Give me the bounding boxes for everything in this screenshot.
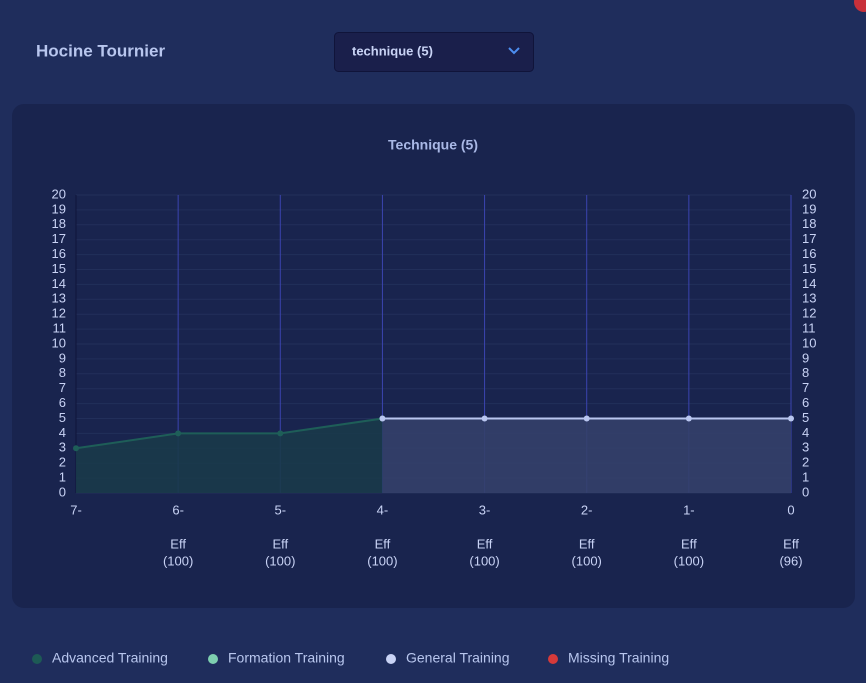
x-sublabel: Eff bbox=[477, 536, 493, 551]
point bbox=[73, 445, 79, 452]
y-tick-label: 8 bbox=[59, 365, 66, 380]
x-sublabel: Eff bbox=[272, 536, 288, 551]
x-tick-label: 7- bbox=[70, 502, 82, 517]
legend-label: Missing Training bbox=[568, 650, 669, 666]
x-sublabel: Eff bbox=[681, 536, 697, 551]
x-sublabel: (100) bbox=[265, 553, 295, 568]
y2-tick-label: 2 bbox=[802, 455, 809, 470]
y-tick-label: 16 bbox=[52, 246, 66, 261]
x-sublabel: Eff bbox=[783, 536, 799, 551]
chart-title: Technique (5) bbox=[388, 137, 478, 153]
y-tick-label: 1 bbox=[59, 470, 66, 485]
x-tick-label: 0 bbox=[787, 502, 794, 517]
line bbox=[75, 417, 383, 450]
y2-tick-label: 3 bbox=[802, 440, 809, 455]
y-tick-label: 5 bbox=[59, 410, 66, 425]
y2-tick-label: 11 bbox=[802, 321, 816, 336]
dropdown-arrow bbox=[508, 47, 520, 55]
dropdown-label: technique (5) bbox=[352, 43, 433, 58]
y2-tick-label: 1 bbox=[802, 470, 809, 485]
y-tick-label: 12 bbox=[52, 306, 66, 321]
y2-tick-label: 4 bbox=[802, 425, 809, 440]
y2-tick-label: 16 bbox=[802, 246, 816, 261]
y-tick-label: 3 bbox=[59, 440, 66, 455]
legend-swatch bbox=[208, 654, 218, 664]
y-tick-label: 19 bbox=[52, 201, 66, 216]
dropdown[interactable] bbox=[334, 32, 534, 72]
x-sublabel: (100) bbox=[367, 553, 397, 568]
y2-tick-label: 7 bbox=[802, 380, 809, 395]
x-tick-label: 5- bbox=[275, 502, 287, 517]
y2-tick-label: 14 bbox=[802, 276, 816, 291]
point bbox=[685, 415, 692, 422]
y-tick-label: 14 bbox=[52, 276, 66, 291]
player-name: Hocine Tournier bbox=[36, 41, 165, 60]
y2-tick-label: 12 bbox=[802, 306, 816, 321]
legend-swatch bbox=[32, 654, 42, 664]
point bbox=[481, 415, 488, 422]
y2-tick-label: 15 bbox=[802, 261, 816, 276]
y-tick-label: 0 bbox=[59, 484, 66, 499]
point bbox=[788, 415, 794, 422]
y2-tick-label: 8 bbox=[802, 365, 809, 380]
point bbox=[379, 415, 386, 422]
x-tick-label: 6- bbox=[172, 502, 184, 517]
x-sublabel: (100) bbox=[674, 553, 704, 568]
area bbox=[382, 418, 791, 493]
point bbox=[175, 430, 182, 437]
y-tick-label: 9 bbox=[59, 350, 66, 365]
legend-label: Advanced Training bbox=[52, 650, 168, 666]
y2-tick-label: 9 bbox=[802, 350, 809, 365]
y-tick-label: 2 bbox=[59, 455, 66, 470]
x-sublabel: (96) bbox=[779, 553, 802, 568]
y2-tick-label: 0 bbox=[802, 484, 809, 499]
y-tick-label: 17 bbox=[52, 231, 66, 246]
x-tick-label: 3- bbox=[479, 502, 491, 517]
y2-tick-label: 6 bbox=[802, 395, 809, 410]
y2-tick-label: 18 bbox=[802, 216, 816, 231]
y-tick-label: 4 bbox=[59, 425, 66, 440]
y2-tick-label: 20 bbox=[802, 186, 816, 201]
y-tick-label: 6 bbox=[59, 395, 66, 410]
x-sublabel: (100) bbox=[163, 553, 193, 568]
point bbox=[277, 430, 284, 437]
y2-tick-label: 13 bbox=[802, 291, 816, 306]
y-tick-label: 7 bbox=[59, 380, 66, 395]
y-tick-label: 13 bbox=[52, 291, 66, 306]
legend-swatch bbox=[386, 654, 396, 664]
x-sublabel: (100) bbox=[572, 553, 602, 568]
y2-tick-label: 5 bbox=[802, 410, 809, 425]
x-tick-label: 1- bbox=[683, 502, 695, 517]
y-tick-label: 11 bbox=[53, 321, 67, 336]
x-tick-label: 4- bbox=[377, 502, 389, 517]
chart-panel bbox=[12, 104, 855, 608]
x-sublabel: (100) bbox=[469, 553, 499, 568]
legend-label: Formation Training bbox=[228, 650, 345, 666]
close-button[interactable] bbox=[854, 0, 866, 12]
x-sublabel: Eff bbox=[375, 536, 391, 551]
y2-tick-label: 19 bbox=[802, 201, 816, 216]
legend-swatch bbox=[548, 654, 558, 664]
y-tick-label: 15 bbox=[52, 261, 66, 276]
x-tick-label: 2- bbox=[581, 502, 593, 517]
x-sublabel: Eff bbox=[579, 536, 595, 551]
y-tick-label: 20 bbox=[52, 186, 66, 201]
y-tick-label: 10 bbox=[52, 335, 66, 350]
y2-tick-label: 10 bbox=[802, 335, 816, 350]
y-tick-label: 18 bbox=[52, 216, 66, 231]
point bbox=[583, 415, 590, 422]
x-sublabel: Eff bbox=[170, 536, 186, 551]
legend-label: General Training bbox=[406, 650, 510, 666]
y2-tick-label: 17 bbox=[802, 231, 816, 246]
